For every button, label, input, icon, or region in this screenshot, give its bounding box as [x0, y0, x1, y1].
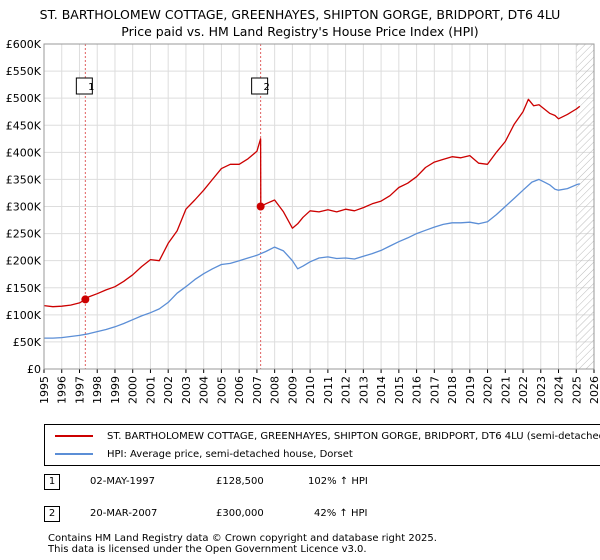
transaction-number: 1	[44, 474, 60, 490]
x-tick-label: 2003	[180, 376, 193, 404]
x-tick-label: 2000	[127, 376, 140, 404]
x-tick-label: 1996	[56, 376, 69, 404]
transaction-hpi-change: 102% ↑ HPI	[308, 476, 368, 487]
y-tick-label: £550K	[6, 65, 42, 78]
legend-label-hpi: HPI: Average price, semi-detached house,…	[107, 448, 353, 460]
chart-title-line1: ST. BARTHOLOMEW COTTAGE, GREENHAYES, SHI…	[39, 7, 561, 22]
footer-copyright: Contains HM Land Registry data © Crown c…	[48, 533, 437, 544]
transaction-label-box	[251, 77, 269, 95]
y-tick-label: £300K	[6, 201, 42, 214]
property-price-line	[43, 98, 581, 308]
plot-border	[43, 43, 595, 370]
y-tick-label: £50K	[13, 336, 42, 349]
x-tick-label: 2013	[357, 376, 370, 404]
y-tick-label: £250K	[6, 228, 42, 241]
x-tick-label: 2006	[233, 376, 246, 404]
x-tick-label: 2023	[535, 376, 548, 404]
chart-title-line2: Price paid vs. HM Land Registry's House …	[121, 24, 479, 39]
transaction-price: £128,500	[216, 476, 264, 487]
x-tick-label: 2021	[499, 376, 512, 404]
y-tick-label: £0	[27, 363, 41, 376]
transaction-date: 02-MAY-1997	[90, 476, 156, 487]
y-tick-label: £600K	[6, 38, 42, 51]
y-tick-label: £100K	[6, 309, 42, 322]
x-tick-label: 2012	[340, 376, 353, 404]
x-tick-label: 2025	[570, 376, 583, 404]
x-tick-label: 2024	[553, 376, 566, 404]
sale-point	[256, 202, 265, 211]
y-tick-label: £150K	[6, 282, 42, 295]
x-tick-label: 2008	[269, 376, 282, 404]
x-tick-label: 1995	[38, 376, 51, 404]
legend-label-property: ST. BARTHOLOMEW COTTAGE, GREENHAYES, SHI…	[107, 430, 600, 442]
transaction-label-number: 2	[263, 82, 269, 93]
x-tick-label: 1999	[109, 376, 122, 404]
sale-point	[81, 295, 90, 304]
footer-licence: This data is licensed under the Open Gov…	[48, 544, 367, 555]
grid	[43, 43, 595, 370]
x-tick-label: 2005	[215, 376, 228, 404]
x-tick-label: 2018	[446, 376, 459, 404]
legend-item-hpi: HPI: Average price, semi-detached house,…	[55, 446, 353, 462]
future-hatch-area	[576, 44, 594, 369]
legend: ST. BARTHOLOMEW COTTAGE, GREENHAYES, SHI…	[44, 424, 600, 466]
legend-swatch-hpi	[55, 453, 93, 455]
transaction-price: £300,000	[216, 508, 264, 519]
y-tick-label: £350K	[6, 173, 42, 186]
x-tick-label: 2022	[517, 376, 530, 404]
transaction-label-box	[75, 77, 93, 95]
transaction-hpi-change: 42% ↑ HPI	[314, 508, 368, 519]
x-tick-label: 2014	[375, 376, 388, 404]
x-tick-label: 1998	[91, 376, 104, 404]
transaction-row: 2 20-MAR-2007 £300,000 42% ↑ HPI	[44, 506, 600, 526]
y-tick-label: £500K	[6, 92, 42, 105]
x-tick-label: 2002	[162, 376, 175, 404]
x-tick-label: 2001	[144, 376, 157, 404]
x-tick-label: 2011	[322, 376, 335, 404]
y-tick-label: £200K	[6, 255, 42, 268]
transaction-row: 1 02-MAY-1997 £128,500 102% ↑ HPI	[44, 474, 600, 494]
x-tick-label: 2009	[286, 376, 299, 404]
transaction-date: 20-MAR-2007	[90, 508, 158, 519]
x-tick-label: 2016	[411, 376, 424, 404]
y-tick-label: £450K	[6, 119, 42, 132]
legend-swatch-property	[55, 435, 93, 437]
x-tick-label: 2007	[251, 376, 264, 404]
x-tick-label: 2004	[198, 376, 211, 404]
x-tick-label: 2010	[304, 376, 317, 404]
x-tick-label: 2015	[393, 376, 406, 404]
transaction-label-number: 1	[88, 82, 94, 93]
y-tick-label: £400K	[6, 146, 42, 159]
x-tick-label: 2017	[428, 376, 441, 404]
x-tick-label: 2020	[482, 376, 495, 404]
x-tick-label: 1997	[73, 376, 86, 404]
hpi-line	[44, 178, 580, 339]
legend-item-property: ST. BARTHOLOMEW COTTAGE, GREENHAYES, SHI…	[55, 428, 600, 444]
transaction-number: 2	[44, 506, 60, 522]
x-tick-label: 2026	[588, 376, 600, 404]
x-tick-label: 2019	[464, 376, 477, 404]
price-chart: 1 2 £0 £50K £100K £150K £200K £250K £300K £350K £…	[6, 38, 600, 404]
